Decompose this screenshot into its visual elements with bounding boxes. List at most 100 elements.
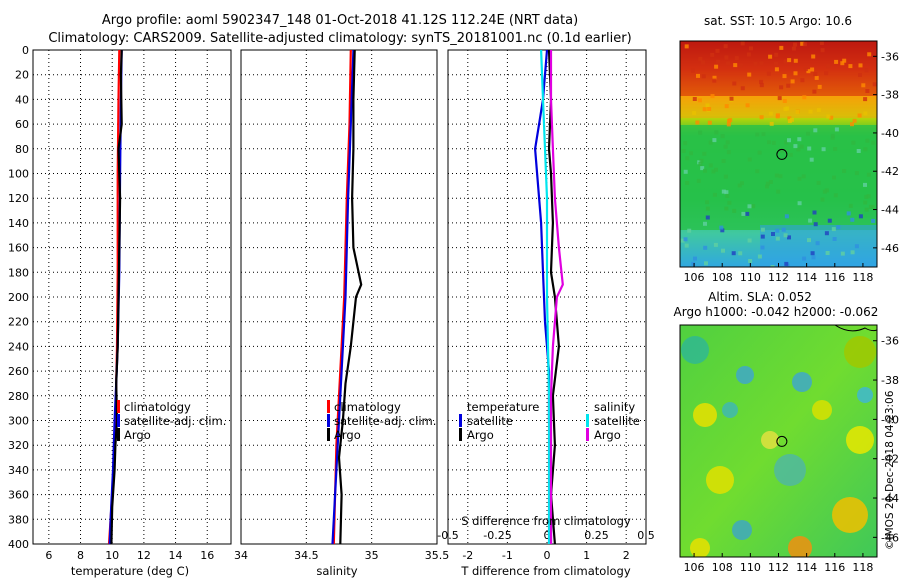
sst-pixel [740, 41, 745, 46]
depth-tick-label: 380 [8, 513, 29, 526]
lat-tick-label: -40 [881, 127, 899, 140]
lat-tick-label: -38 [881, 374, 899, 387]
legend-s-diff-satellite-label: satellite [594, 414, 640, 428]
sst-pixel [715, 48, 720, 53]
sla-anomaly-patch [792, 372, 812, 392]
sst-pixel [774, 52, 779, 57]
sla-anomaly-patch [722, 402, 738, 418]
sst-pixel [726, 150, 731, 155]
sst-pixel [785, 106, 790, 111]
argo-position-marker [776, 148, 788, 160]
depth-tick-label: 160 [8, 242, 29, 255]
sst-pixel [795, 110, 800, 114]
difference-legend: temperature satellite Argo salinity sate… [459, 400, 640, 442]
sst-pixel [740, 86, 745, 91]
sst-pixel [808, 109, 813, 114]
sst-pixel [871, 140, 876, 145]
depth-tick-label: 20 [15, 69, 29, 82]
sst-pixel [857, 113, 862, 118]
sst-pixel [808, 218, 813, 223]
sst-pixel [716, 59, 720, 64]
sst-pixel [793, 71, 798, 76]
sst-pixel [760, 234, 765, 239]
sst-pixel [864, 207, 869, 212]
sst-pixel [784, 140, 789, 145]
sst-pixel [702, 151, 707, 156]
x-tick-label: 1 [583, 549, 590, 562]
sst-pixel [863, 182, 867, 187]
x-tick-label: 10 [105, 549, 119, 562]
sst-pixel [696, 178, 701, 183]
sst-pixel [768, 111, 773, 116]
series-line-argo [110, 49, 123, 545]
legend-s-diff-argo-swatch [586, 428, 589, 441]
sst-pixel [781, 227, 786, 232]
sst-pixel [697, 98, 702, 103]
sst-map-panel: sat. SST: 10.5 Argo: 10.6 106 108 110 112 11… [679, 14, 899, 284]
lat-tick-label: -46 [881, 531, 899, 544]
sst-pixel [865, 138, 870, 143]
legend-salinity-title: salinity [594, 400, 635, 414]
sst-pixel [870, 204, 875, 209]
sst-pixel [816, 180, 821, 185]
sst-pixel [771, 232, 775, 236]
legend-s-satellite-label: satellite-adj. clim. [334, 414, 436, 428]
sst-pixel [832, 175, 836, 180]
sst-pixel [821, 147, 826, 152]
sst-pixel [687, 228, 692, 233]
sst-pixel [755, 169, 760, 174]
sst-pixel [801, 174, 806, 179]
series-line-s-satellite [540, 49, 551, 544]
depth-tick-label: 260 [8, 365, 29, 378]
sst-pixel [827, 218, 832, 223]
sst-pixel [848, 203, 853, 208]
sst-pixel [769, 121, 774, 126]
sst-pixel [692, 111, 697, 115]
sst-pixel [759, 61, 764, 66]
sst-pixel [702, 107, 707, 112]
sst-pixel [791, 46, 796, 51]
lon-tick-label: 106 [684, 271, 705, 284]
x-tick-label: 2 [623, 549, 630, 562]
lat-tick-label: -42 [881, 453, 899, 466]
sst-pixel [714, 64, 719, 69]
sst-pixel [866, 172, 871, 177]
sst-pixel [799, 144, 804, 149]
sst-pixel [858, 214, 863, 219]
sla-anomaly-patch [812, 400, 832, 420]
sst-pixel [810, 67, 815, 72]
sst-pixel [824, 71, 829, 76]
sst-pixel [747, 157, 752, 162]
sst-pixel [704, 261, 708, 266]
sst-pixel [775, 228, 780, 233]
depth-tick-label: 240 [8, 340, 29, 353]
sla-anomaly-patch [846, 426, 874, 454]
legend-t-argo-label: Argo [467, 428, 494, 442]
sst-pixel [833, 193, 838, 198]
sst-pixel [761, 132, 766, 137]
legend-s-satellite-swatch [327, 414, 330, 427]
sst-pixel [749, 46, 753, 51]
series-line-satellite-adj-clim- [108, 49, 123, 545]
sst-pixel [851, 140, 856, 145]
depth-axis: 0 20 40 60 80 100 120 140 160 180 200 220 240 260 280 3… [8, 44, 29, 551]
temperature-xlabel: temperature (deg C) [71, 564, 189, 578]
lon-tick-label: 112 [768, 271, 789, 284]
legend-s-argo-label: Argo [334, 428, 361, 442]
sla-anomaly-patch [681, 336, 709, 364]
sst-pixel [858, 63, 863, 68]
sst-pixel [759, 83, 764, 88]
difference-panel: -2 -1 0 1 2 -0.5 -0.25 0 0.25 0.5 T difference f… [437, 49, 655, 578]
sst-pixel [685, 181, 690, 185]
lat-tick-label: -36 [881, 50, 899, 63]
sst-pixel [710, 52, 715, 57]
sst-pixel [834, 127, 839, 132]
sst-pixel [842, 169, 847, 173]
legend-s-climatology-label: climatology [334, 400, 401, 414]
sst-pixel [812, 89, 817, 94]
sst-pixel [842, 58, 847, 63]
sst-pixel [788, 152, 793, 157]
sst-pixel [768, 54, 773, 59]
sst-pixel [760, 245, 765, 250]
sst-pixel [852, 118, 857, 123]
